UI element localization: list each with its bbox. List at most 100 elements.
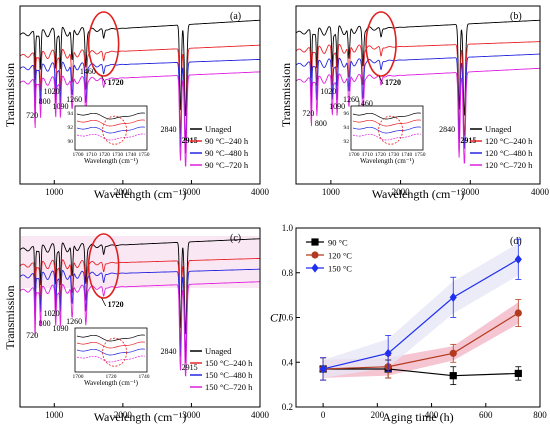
inset-curve-blue bbox=[352, 126, 422, 134]
inset-x-tick-label: 1720 bbox=[99, 152, 110, 158]
highlight-ellipse bbox=[365, 11, 397, 77]
peak-label-800: 800 bbox=[39, 319, 51, 328]
series-line bbox=[323, 312, 519, 370]
panel-d: 0 200 400 600 800 0.2 0.4 0.6 0.8 1.0 Aging time (… bbox=[270, 223, 547, 424]
series-band bbox=[323, 243, 519, 378]
peak-label-2840: 2840 bbox=[439, 125, 455, 134]
plot-frame bbox=[19, 227, 261, 408]
inset-x-tick-label: 1710 bbox=[362, 152, 373, 158]
y-tick-label: 0.2 bbox=[282, 402, 293, 412]
panel-label: (a) bbox=[230, 11, 241, 22]
x-tick-label: 800 bbox=[533, 410, 547, 420]
legend-marker bbox=[311, 238, 319, 246]
inset-highlight bbox=[102, 337, 127, 367]
legend-marker bbox=[311, 263, 319, 273]
x-tick-label: 4000 bbox=[251, 187, 270, 197]
legend-entry: 90 °C–720 h bbox=[205, 160, 249, 170]
peak-label-1090: 1090 bbox=[52, 324, 68, 333]
peak-label-2840: 2840 bbox=[160, 125, 176, 134]
peak-label-1720: 1720 bbox=[108, 300, 124, 309]
y-axis-title: Transmission bbox=[279, 63, 293, 127]
peak-label-1720: 1720 bbox=[385, 78, 401, 87]
x-axis-title: Aging time (h) bbox=[382, 410, 453, 424]
x-tick-label: 400 bbox=[425, 410, 439, 420]
inset-curve-magenta bbox=[76, 355, 146, 363]
x-tick-label: 3000 bbox=[182, 187, 201, 197]
peak-label-800: 800 bbox=[39, 97, 51, 106]
spectrum-magenta bbox=[19, 281, 260, 377]
inset-y-tick-label: 90 bbox=[68, 139, 74, 145]
peak-label-720: 720 bbox=[26, 111, 38, 120]
y-axis-title: Transmission bbox=[3, 63, 17, 127]
data-point bbox=[319, 364, 327, 374]
y-axis-title: Transmission bbox=[3, 285, 17, 349]
y-tick-label: 0.4 bbox=[282, 357, 294, 367]
inset: 1700 1710 1720 1730 1740 1750 94 92 90 Wavelength… bbox=[68, 105, 150, 165]
x-tick-label: 2000 bbox=[114, 187, 133, 197]
inset-y-tick-label: 96 bbox=[344, 111, 350, 117]
inset-highlight bbox=[102, 115, 127, 145]
spectrum-magenta bbox=[295, 67, 540, 164]
peak-label-720: 720 bbox=[302, 109, 314, 118]
data-point bbox=[514, 369, 522, 378]
legend-entry: 150 °C–720 h bbox=[205, 382, 253, 392]
inset-x-tick-label: 1740 bbox=[125, 152, 136, 158]
inset-x-tick-label: 1720 bbox=[106, 374, 117, 380]
panel-label: (c) bbox=[230, 233, 241, 244]
x-tick-label: 2000 bbox=[114, 410, 133, 420]
peak-label-1090: 1090 bbox=[52, 102, 68, 111]
inset-curve-blue bbox=[76, 126, 146, 134]
inset-highlight bbox=[378, 115, 404, 145]
panel-label: (d) bbox=[510, 236, 522, 247]
plot-frame bbox=[295, 5, 541, 185]
x-axis-title: Wavelength (cm⁻¹) bbox=[94, 410, 187, 424]
inset-curve-magenta bbox=[352, 133, 422, 141]
peak-label-1460: 1460 bbox=[357, 99, 373, 108]
inset-x-tick-label: 1730 bbox=[388, 152, 399, 158]
x-axis-title: Wavelength (cm⁻¹) bbox=[372, 187, 465, 201]
inset-y-tick-label: 94 bbox=[68, 111, 74, 117]
x-tick-label: 600 bbox=[479, 410, 493, 420]
inset-y-tick-label: 94 bbox=[344, 125, 350, 131]
highlight-ellipse bbox=[87, 233, 120, 299]
panel-c: 1000 2000 3000 4000 Wavelength (cm⁻¹) Transmi… bbox=[3, 227, 270, 424]
peak-label-1020: 1020 bbox=[44, 309, 60, 318]
peak-label-2915: 2915 bbox=[182, 136, 198, 145]
inset-frame bbox=[350, 105, 424, 151]
x-tick-label: 0 bbox=[321, 410, 326, 420]
x-tick-label: 4000 bbox=[531, 187, 550, 197]
x-tick-label: 200 bbox=[371, 410, 385, 420]
inset-x-tick-label: 1750 bbox=[139, 152, 150, 158]
inset-y-tick-label: 92 bbox=[344, 139, 350, 145]
spectrum-blue bbox=[295, 53, 540, 149]
pointer-line bbox=[101, 297, 107, 307]
pointer-line bbox=[101, 75, 107, 85]
legend-entry: 120 °C–720 h bbox=[485, 160, 533, 170]
inset-curve-unaged bbox=[76, 112, 146, 120]
peak-label-2915: 2915 bbox=[460, 136, 476, 145]
legend-entry: 120 °C–480 h bbox=[485, 148, 533, 158]
peak-label-1020: 1020 bbox=[44, 87, 60, 96]
panel-label: (b) bbox=[510, 11, 522, 22]
inset-curve-red bbox=[76, 341, 146, 349]
x-tick-label: 3000 bbox=[461, 187, 480, 197]
legend-entry: 150 °C–240 h bbox=[205, 358, 253, 368]
inset-curve-unaged bbox=[76, 334, 146, 342]
inset-x-tick-label: 1700 bbox=[73, 374, 84, 380]
inset-x-tick-label: 1710 bbox=[86, 152, 97, 158]
inset-x-axis-title: Wavelength (cm⁻¹) bbox=[360, 157, 415, 165]
peak-label-720: 720 bbox=[26, 331, 38, 340]
peak-label-1720: 1720 bbox=[108, 78, 124, 87]
inset-y-tick-label: 92 bbox=[68, 125, 74, 131]
x-tick-label: 2000 bbox=[392, 187, 411, 197]
legend-marker bbox=[311, 251, 319, 259]
panel-b: 1000 2000 3000 4000 Wavelength (cm⁻¹) Transmi… bbox=[279, 5, 550, 201]
inset-frame bbox=[74, 105, 148, 151]
inset-x-tick-label: 1700 bbox=[349, 152, 360, 158]
peak-label-2915: 2915 bbox=[182, 363, 198, 372]
spectrum-magenta bbox=[19, 71, 260, 167]
y-tick-label: 0.8 bbox=[282, 268, 294, 278]
series-line bbox=[322, 258, 519, 370]
y-tick-label: 1.0 bbox=[282, 223, 294, 233]
